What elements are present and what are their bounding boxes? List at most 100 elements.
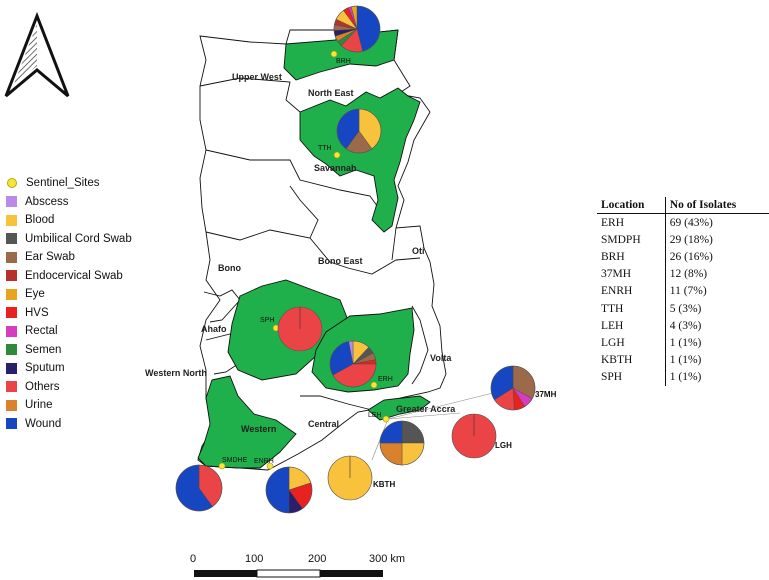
pie-outline: [327, 455, 373, 501]
site-label-smdhe: SMDHE: [222, 457, 248, 464]
legend-label: Sputum: [25, 362, 65, 375]
legend-label: Rectal: [25, 325, 58, 338]
legend-item: HVS: [6, 304, 186, 323]
pie-outline: [329, 340, 377, 388]
region-boundary: [300, 395, 373, 411]
legend-label: Ear Swab: [25, 251, 75, 264]
legend-swatch: [6, 251, 17, 263]
pie-chart-37mh: 37MH: [490, 365, 557, 411]
legend-swatch: [6, 362, 17, 374]
pie-outline: [336, 108, 382, 154]
table-header-row: Location No of Isolates: [597, 197, 769, 214]
legend-item: Semen: [6, 341, 186, 360]
region-label-greater-accra: Greater Accra: [396, 404, 456, 414]
site-dot-smdhe: [218, 462, 226, 470]
region-label-western-north: Western North: [145, 368, 207, 378]
site-label-sph: SPH: [260, 317, 274, 324]
legend-label: Others: [25, 380, 60, 393]
pie-chart-enrh: [265, 466, 313, 514]
region-boundary: [205, 229, 421, 275]
scale-segment: [320, 570, 383, 577]
legend-swatch: [6, 214, 17, 226]
region-boundary: [199, 77, 301, 113]
site-dot-erh: [370, 381, 378, 389]
region-label-central: Central: [308, 419, 339, 429]
legend-item: Urine: [6, 396, 186, 415]
region-boundary: [411, 305, 429, 385]
region-label-volta: Volta: [430, 353, 452, 363]
legend-item: Rectal: [6, 322, 186, 341]
legend-item: Eye: [6, 285, 186, 304]
scale-label-300: 300 km: [369, 553, 405, 565]
legend-swatch: [6, 399, 17, 411]
scale-segment: [194, 570, 257, 577]
pie-slice-wound: [265, 466, 290, 514]
region-label-ahafo: Ahafo: [201, 324, 227, 334]
legend-label: Umbilical Cord Swab: [25, 232, 132, 245]
region-labels: Upper West North East Savannah Bono Bono…: [145, 72, 456, 434]
scale-label-200: 200: [308, 553, 326, 565]
table-row: 37MH 12 (8%): [597, 265, 769, 283]
legend-item: Blood: [6, 211, 186, 230]
region-label-north-east: North East: [308, 88, 354, 98]
legend-swatch: [6, 325, 17, 337]
scale-label-100: 100: [245, 553, 263, 565]
table-cell-location: ENRH: [597, 282, 666, 300]
legend-swatch: [6, 418, 17, 430]
legend-swatch: [6, 307, 17, 319]
table-cell-isolates: 1 (1%): [669, 371, 702, 384]
pie-label-kbth: KBTH: [373, 480, 395, 489]
pie-outline: [175, 464, 223, 512]
region-label-bono-east: Bono East: [318, 256, 363, 266]
isolates-table: Location No of Isolates ERH 69 (43%) SMDPH…: [597, 197, 769, 386]
region-label-upper-west: Upper West: [232, 72, 282, 82]
table-row: ERH 69 (43%): [597, 213, 769, 232]
table-cell-location: LGH: [597, 334, 666, 352]
legend-swatch: [6, 288, 17, 300]
table-cell-location: BRH: [597, 248, 666, 266]
pie-chart-smdph: [175, 464, 223, 512]
table-cell-location: SPH: [597, 368, 666, 386]
table-cell-location: LEH: [597, 317, 666, 335]
table-cell-isolates: 5 (3%): [669, 302, 702, 315]
legend-swatch: [6, 344, 17, 356]
site-label-leh: LEH: [368, 412, 382, 419]
legend-swatch: [6, 270, 17, 282]
table-cell-isolates: 1 (1%): [669, 354, 702, 367]
region-label-western: Western: [241, 424, 276, 434]
legend-item: Sputum: [6, 359, 186, 378]
pie-slice-urine: [379, 442, 403, 466]
region-label-savannah: Savannah: [314, 163, 357, 173]
pie-slice-blood: [401, 442, 425, 466]
table-body: ERH 69 (43%) SMDPH 29 (18%) BRH 26 (16%) 37MH 1…: [597, 213, 769, 386]
pie-outline: [451, 413, 497, 459]
pie-chart-sph: [277, 306, 323, 352]
region-boundary: [203, 289, 241, 323]
legend-label: HVS: [25, 306, 49, 319]
pie-chart-lgh: LGH: [451, 413, 512, 459]
legend-swatch: [6, 381, 17, 393]
legend-item: Abscess: [6, 193, 186, 212]
site-dot-enrh: [266, 462, 274, 470]
legend-item: Ear Swab: [6, 248, 186, 267]
site-label-enrh: ENRH: [254, 458, 274, 465]
table-row: LEH 4 (3%): [597, 317, 769, 335]
pie-slice-wound: [379, 420, 403, 444]
pie-chart-leh: [379, 420, 425, 466]
table-cell-isolates: 29 (18%): [669, 233, 713, 246]
table-cell-location: SMDPH: [597, 231, 666, 249]
legend: Sentinel_Sites Abscess Blood Umbilical Cord…: [6, 174, 186, 433]
pie-chart-erh: [329, 340, 377, 388]
region-boundary: [205, 149, 381, 211]
legend-item: Sentinel_Sites: [6, 174, 186, 193]
legend-label: Sentinel_Sites: [26, 177, 100, 190]
pie-outline: [277, 306, 323, 352]
site-dot-brh: [330, 50, 338, 58]
site-label-brh: BRH: [336, 58, 351, 65]
scale-segment: [256, 569, 321, 578]
pie-slice-umbilical-cord-swab: [401, 420, 425, 444]
table-row: SPH 1 (1%): [597, 368, 769, 386]
sentinel-sites: BRH TTH SPH ERH LEH SMDHE ENRH: [218, 50, 393, 470]
scale-label-0: 0: [190, 553, 196, 565]
region-northern: [299, 87, 421, 233]
